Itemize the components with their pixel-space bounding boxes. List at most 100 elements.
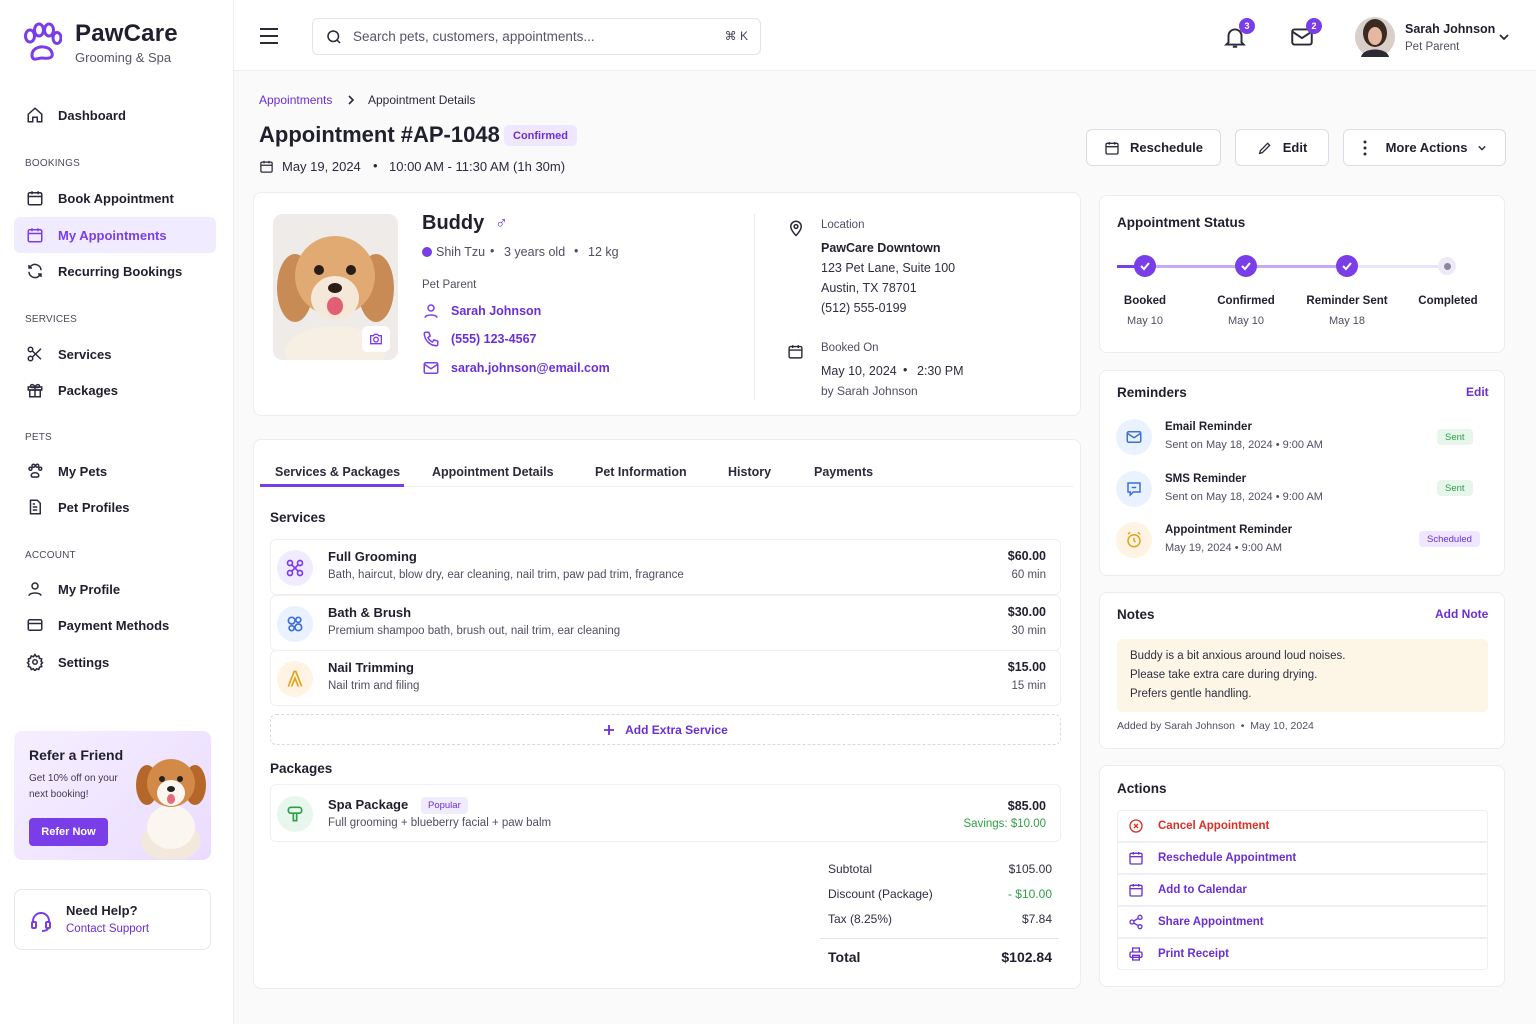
active-tab-indicator xyxy=(260,484,404,487)
add-extra-service-button[interactable]: Add Extra Service xyxy=(270,714,1061,745)
reschedule-appointment-button[interactable]: Reschedule Appointment xyxy=(1117,842,1488,874)
user-menu[interactable]: Sarah Johnson Pet Parent xyxy=(1355,17,1515,57)
tab-history[interactable]: History xyxy=(728,465,772,479)
tax-label: Tax (8.25%) xyxy=(828,912,893,926)
refer-now-button[interactable]: Refer Now xyxy=(29,818,108,846)
more-actions-label: More Actions xyxy=(1385,140,1468,155)
refer-text: Get 10% off on your next booking! xyxy=(29,773,118,800)
breadcrumb-appointments[interactable]: Appointments xyxy=(259,93,333,107)
more-actions-button[interactable]: More Actions xyxy=(1343,129,1506,166)
service-row-bath-brush[interactable]: Bath & Brush Premium shampoo bath, brush… xyxy=(270,595,1061,651)
edit-button[interactable]: Edit xyxy=(1235,129,1329,166)
notifications-badge: 3 xyxy=(1239,18,1255,34)
section-account: ACCOUNT xyxy=(25,550,76,561)
sidebar-item-label: My Pets xyxy=(58,463,108,479)
user-name: Sarah Johnson xyxy=(1405,22,1496,36)
reminder-title: SMS Reminder xyxy=(1165,473,1247,485)
pet-parent-label: Pet Parent xyxy=(422,279,477,291)
service-name: Bath & Brush xyxy=(328,605,412,620)
reschedule-label: Reschedule xyxy=(1130,140,1203,155)
sidebar-item-label: My Profile xyxy=(58,581,121,597)
avatar xyxy=(1355,17,1395,57)
sidebar-item-packages[interactable]: Packages xyxy=(14,372,216,408)
actions-title: Actions xyxy=(1117,781,1167,796)
notifications-button[interactable]: 3 xyxy=(1222,18,1255,50)
tab-services-packages[interactable]: Services & Packages xyxy=(275,465,401,479)
service-duration: 30 min xyxy=(1011,625,1046,637)
sidebar-item-pet-profiles[interactable]: Pet Profiles xyxy=(14,489,216,525)
pet-breed: Shih Tzu xyxy=(436,245,486,259)
bullet-separator: • xyxy=(373,158,378,173)
refer-title: Refer a Friend xyxy=(29,747,124,763)
reschedule-button[interactable]: Reschedule xyxy=(1086,129,1221,166)
step-confirmed-check xyxy=(1235,255,1257,277)
print-receipt-button[interactable]: Print Receipt xyxy=(1117,938,1488,970)
add-note-link[interactable]: Add Note xyxy=(1435,607,1489,621)
service-name: Nail Trimming xyxy=(328,660,414,675)
sidebar-item-label: Book Appointment xyxy=(58,190,174,206)
cancel-appointment-button[interactable]: Cancel Appointment xyxy=(1117,810,1488,842)
printer-icon xyxy=(1129,947,1143,961)
reminder-subtitle: Sent on May 18, 2024 • 9:00 AM xyxy=(1165,439,1323,451)
search-bar[interactable]: ⌘ K xyxy=(312,18,761,55)
total-value: $102.84 xyxy=(1001,949,1052,965)
sidebar-item-payment-methods[interactable]: Payment Methods xyxy=(14,607,216,643)
service-row-nail-trimming[interactable]: Nail Trimming Nail trim and filing $15.0… xyxy=(270,650,1061,706)
booked-date: May 10, 2024 xyxy=(821,364,897,378)
brand-subtitle: Grooming & Spa xyxy=(75,50,172,65)
calendar-icon xyxy=(1129,852,1143,865)
gear-icon xyxy=(26,653,44,671)
service-duration: 15 min xyxy=(1011,680,1046,692)
package-row-spa[interactable]: Spa Package Popular Full grooming + blue… xyxy=(270,784,1061,842)
user-icon xyxy=(424,304,438,319)
sidebar-item-services[interactable]: Services xyxy=(14,336,216,372)
action-label: Reschedule Appointment xyxy=(1158,852,1297,864)
service-duration: 60 min xyxy=(1011,569,1046,581)
tab-payments[interactable]: Payments xyxy=(814,465,874,479)
divider xyxy=(754,214,755,400)
sidebar-item-dashboard[interactable]: Dashboard xyxy=(14,97,216,133)
change-photo-button[interactable] xyxy=(362,326,390,352)
total-label: Total xyxy=(828,949,861,965)
sidebar-item-book-appointment[interactable]: Book Appointment xyxy=(14,180,216,216)
brand-logo[interactable]: PawCare Grooming & Spa xyxy=(20,20,178,65)
reminders-title: Reminders xyxy=(1117,385,1187,400)
location-address-line1: 123 Pet Lane, Suite 100 xyxy=(821,261,956,275)
note-body: Buddy is a bit anxious around loud noise… xyxy=(1117,639,1488,712)
contact-support-link[interactable]: Contact Support xyxy=(66,923,150,935)
pet-parent-name[interactable]: Sarah Johnson xyxy=(451,304,542,318)
summary-divider xyxy=(820,938,1059,939)
sidebar-item-label: My Appointments xyxy=(58,227,167,243)
notes-title: Notes xyxy=(1117,607,1155,622)
search-icon xyxy=(327,29,341,44)
add-to-calendar-button[interactable]: Add to Calendar xyxy=(1117,874,1488,906)
breadcrumb-current: Appointment Details xyxy=(368,93,476,107)
service-price: $30.00 xyxy=(1007,605,1046,619)
reminders-edit-link[interactable]: Edit xyxy=(1466,385,1489,399)
service-row-full-grooming[interactable]: Full Grooming Bath, haircut, blow dry, e… xyxy=(270,539,1061,595)
sidebar-item-my-pets[interactable]: My Pets xyxy=(14,453,216,489)
need-help-card[interactable]: Need Help? Contact Support xyxy=(14,889,211,950)
tab-pet-information[interactable]: Pet Information xyxy=(595,465,687,479)
tab-appointment-details[interactable]: Appointment Details xyxy=(432,465,554,479)
sidebar-item-label: Recurring Bookings xyxy=(58,263,183,279)
step-completed-pending xyxy=(1438,257,1456,275)
share-appointment-button[interactable]: Share Appointment xyxy=(1117,906,1488,938)
hamburger-menu-icon[interactable] xyxy=(258,27,280,45)
sidebar-item-label: Dashboard xyxy=(58,107,126,123)
reminder-icon-bg xyxy=(1116,471,1152,507)
plus-icon xyxy=(604,724,615,735)
sidebar-item-settings[interactable]: Settings xyxy=(14,644,216,680)
search-input[interactable] xyxy=(353,29,713,44)
pet-parent-email[interactable]: sarah.johnson@email.com xyxy=(451,361,610,375)
messages-button[interactable]: 2 xyxy=(1289,18,1322,50)
popular-badge: Popular xyxy=(421,797,468,814)
sidebar-item-my-profile[interactable]: My Profile xyxy=(14,571,216,607)
reminder-status-badge: Sent xyxy=(1437,480,1473,496)
sidebar-item-recurring-bookings[interactable]: Recurring Bookings xyxy=(14,253,216,289)
refer-a-friend-card: Refer a Friend Get 10% off on your next … xyxy=(14,731,211,860)
sidebar-item-my-appointments[interactable]: My Appointments xyxy=(14,217,216,253)
section-bookings: BOOKINGS xyxy=(25,158,80,169)
service-icon-bg xyxy=(277,606,313,642)
pet-parent-phone[interactable]: (555) 123-4567 xyxy=(451,332,537,346)
